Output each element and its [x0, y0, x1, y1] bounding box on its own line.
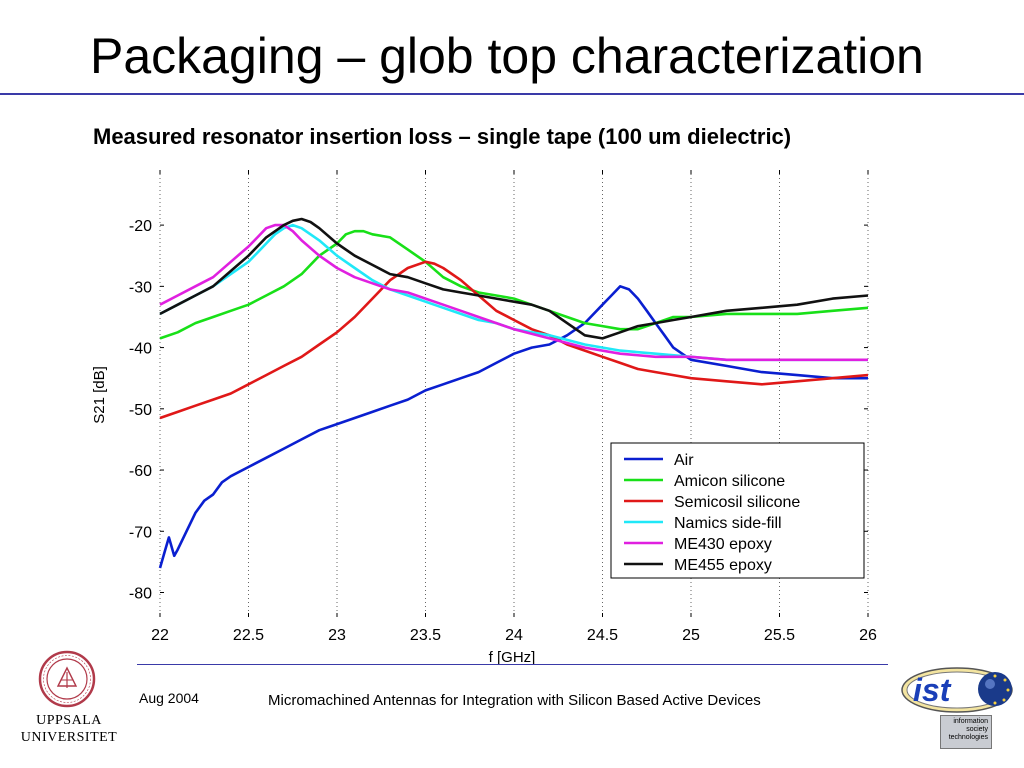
y-axis-label: S21 [dB]	[91, 366, 108, 424]
ist-tagline: information society technologies	[940, 715, 992, 749]
uppsala-seal-logo	[38, 650, 96, 708]
y-tick-label: -80	[129, 586, 152, 603]
legend-label: ME430 epoxy	[674, 536, 772, 553]
x-tick-label: 24	[505, 627, 523, 644]
x-tick-label: 25	[682, 627, 700, 644]
y-tick-label: -20	[129, 218, 152, 235]
svg-text:ist: ist	[913, 672, 952, 708]
axes-layer: 22 22.5 23 23.5 24 24.5 25 25.5 26 -20 -30 -40 -50 -6…	[129, 170, 877, 644]
x-tick-label: 23.5	[410, 627, 441, 644]
ist-logo: ist	[901, 667, 1013, 713]
series-line-me455-epoxy	[159, 217, 869, 340]
series-line-amicon-silicone	[159, 229, 869, 340]
legend-label: Namics side-fill	[674, 515, 782, 532]
legend-label: ME455 epoxy	[674, 557, 772, 574]
series-line-air	[158, 285, 868, 569]
slide-title: Packaging – glob top characterization	[90, 28, 924, 84]
legend-label: Air	[674, 452, 694, 469]
y-tick-label: -60	[129, 463, 152, 480]
footer-divider	[137, 664, 888, 665]
series-line-semicosil-silicone	[159, 260, 869, 420]
x-tick-label: 22.5	[233, 627, 264, 644]
y-tick-label: -70	[129, 524, 152, 541]
chart-subtitle: Measured resonator insertion loss – sing…	[93, 124, 792, 149]
legend-box	[610, 442, 865, 579]
x-tick-label: 26	[859, 627, 877, 644]
title-divider	[0, 93, 1024, 95]
legend-label: Amicon silicone	[674, 473, 785, 490]
x-tick-label: 24.5	[587, 627, 618, 644]
x-tick-label: 23	[328, 627, 346, 644]
series-line-namics-side-fill	[159, 223, 868, 362]
x-tick-label: 25.5	[764, 627, 795, 644]
y-tick-label: -40	[129, 341, 152, 358]
footer-date: Aug 2004	[139, 690, 199, 706]
x-axis-label: f [GHz]	[489, 649, 536, 666]
legend: Air Amicon silicone Semicosil silicone Nami…	[610, 442, 865, 579]
university-name: UPPSALA UNIVERSITET	[20, 713, 118, 745]
series-layer	[158, 217, 869, 569]
y-tick-label: -30	[129, 279, 152, 296]
series-line-me430-epoxy	[159, 223, 868, 362]
x-tick-label: 22	[151, 627, 169, 644]
legend-label: Semicosil silicone	[674, 494, 800, 511]
footer-text: Micromachined Antennas for Integration w…	[268, 692, 761, 709]
y-tick-label: -50	[129, 402, 152, 419]
